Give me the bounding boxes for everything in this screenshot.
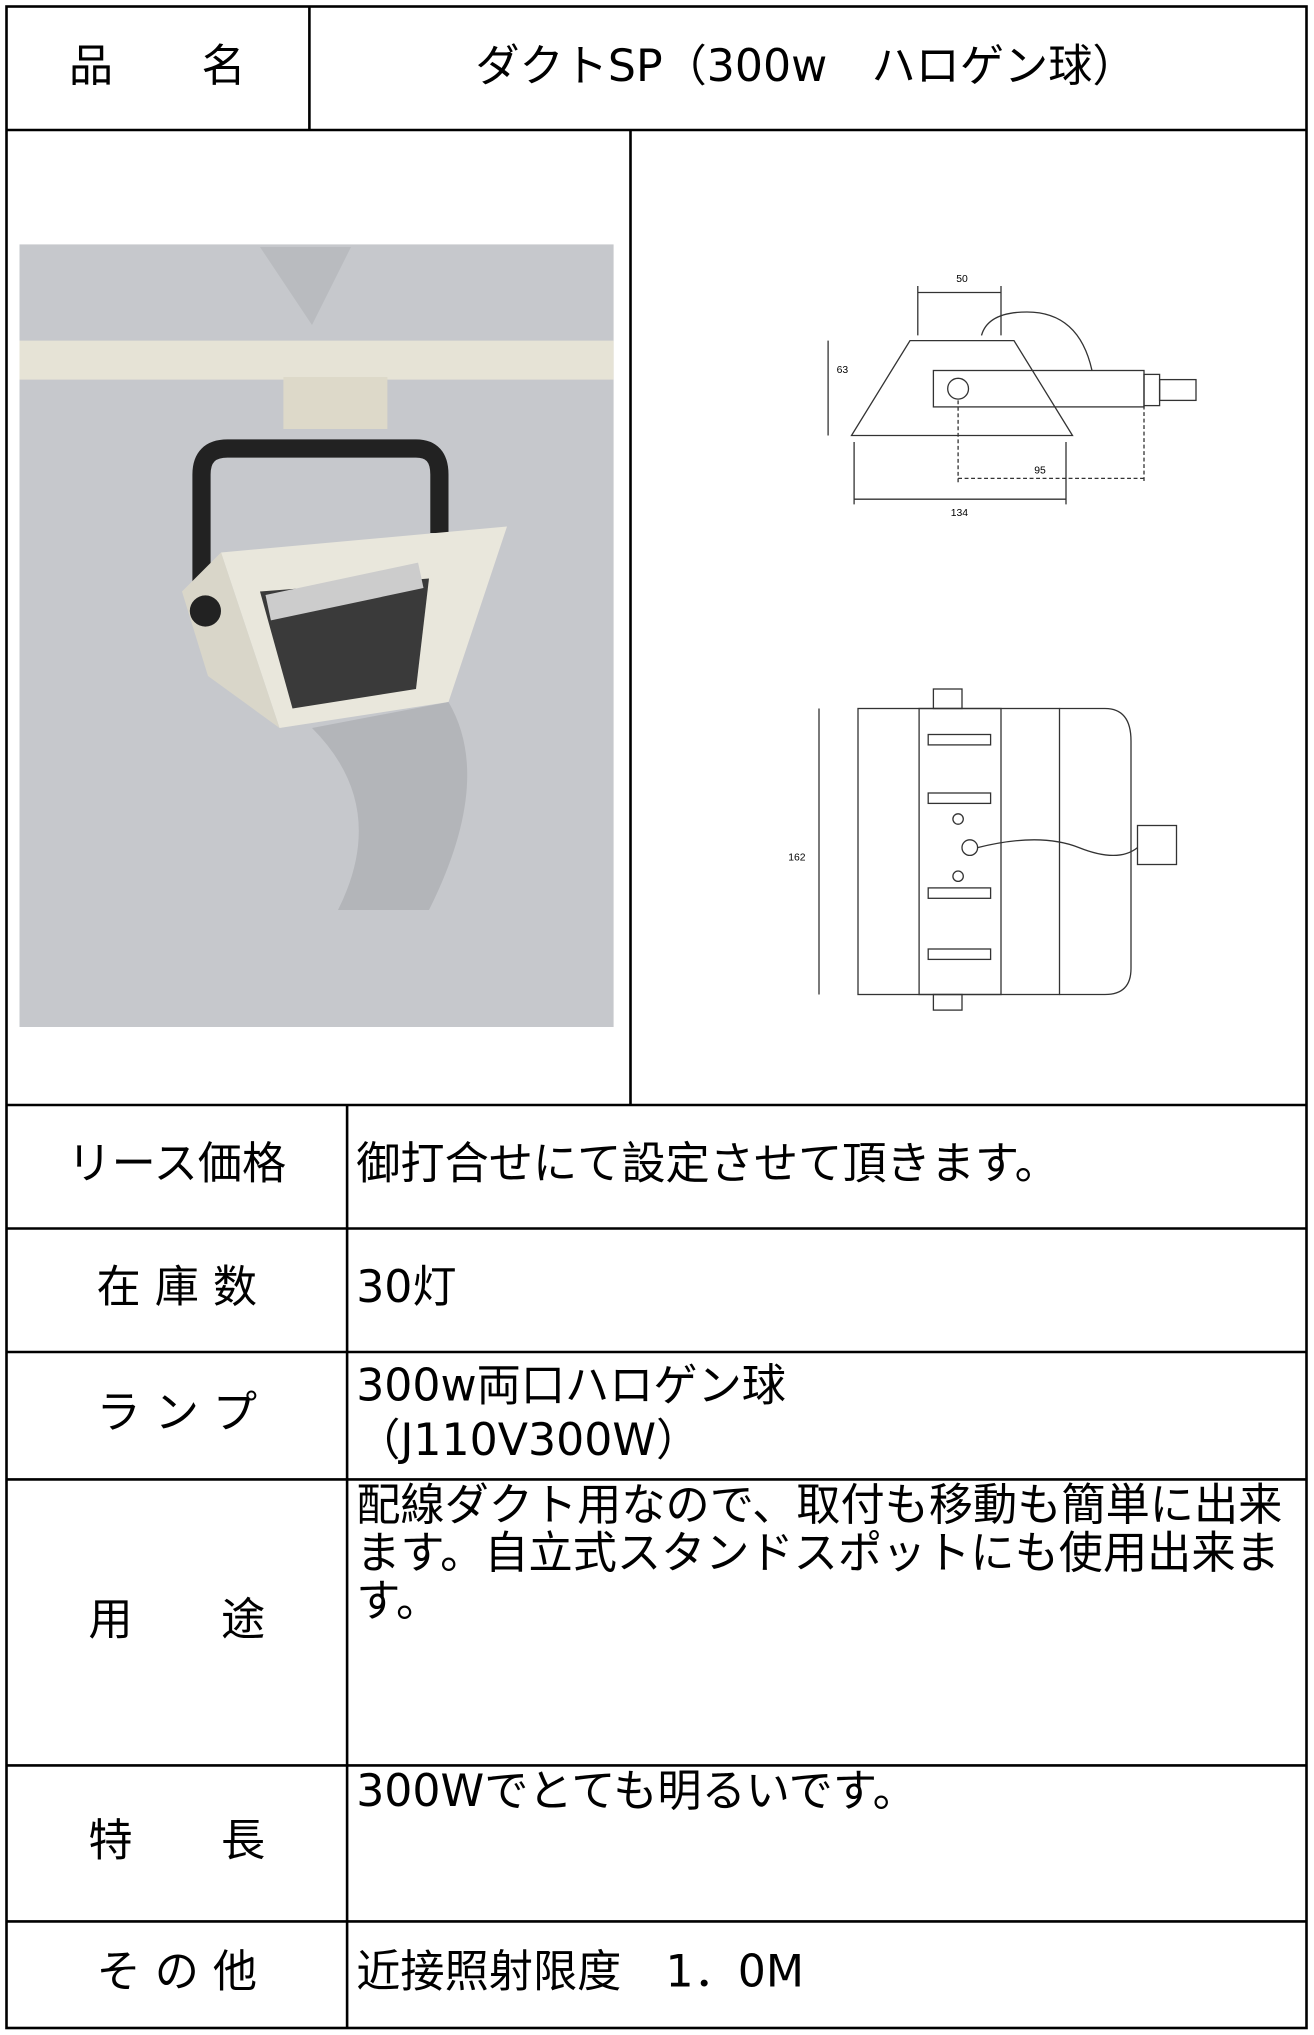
- dimension-label: 95: [1034, 465, 1046, 476]
- row-value: 300Wでとても明るいです。: [356, 1766, 917, 1817]
- row-label: そ の 他: [96, 1947, 257, 1998]
- dimension-drawing: 50 63 95 134 162: [788, 274, 1197, 1011]
- header-label: 品 名: [69, 41, 246, 92]
- row-value: 30灯: [356, 1262, 456, 1313]
- dimension-label: 162: [788, 853, 806, 864]
- row-value: す。: [356, 1576, 440, 1627]
- row-value: 300w両口ハロゲン球: [356, 1360, 786, 1411]
- row-label: 特 長: [88, 1815, 265, 1866]
- product-photo: [19, 244, 614, 1028]
- row-label: 在 庫 数: [96, 1262, 257, 1313]
- row-value: 配線ダクト用なので、取付も移動も簡単に出来: [356, 1480, 1282, 1531]
- row-label: 用 途: [88, 1594, 265, 1645]
- row-value: （J110V300W）: [356, 1415, 700, 1466]
- dimension-label: 50: [956, 274, 968, 285]
- dimension-label: 134: [951, 508, 969, 519]
- row-label: ラ ン プ: [96, 1388, 257, 1439]
- row-value: 近接照射限度 1．0M: [356, 1947, 804, 1998]
- dimension-label: 63: [837, 365, 849, 376]
- table-borders: [5, 5, 1308, 2030]
- row-value: 御打合せにて設定させて頂きます。: [356, 1139, 1059, 1190]
- row-value: ます。自立式スタンドスポットにも使用出来ま: [356, 1528, 1280, 1579]
- product-title: ダクトSP（300w ハロゲン球）: [475, 41, 1136, 92]
- row-label: リース価格: [67, 1139, 286, 1190]
